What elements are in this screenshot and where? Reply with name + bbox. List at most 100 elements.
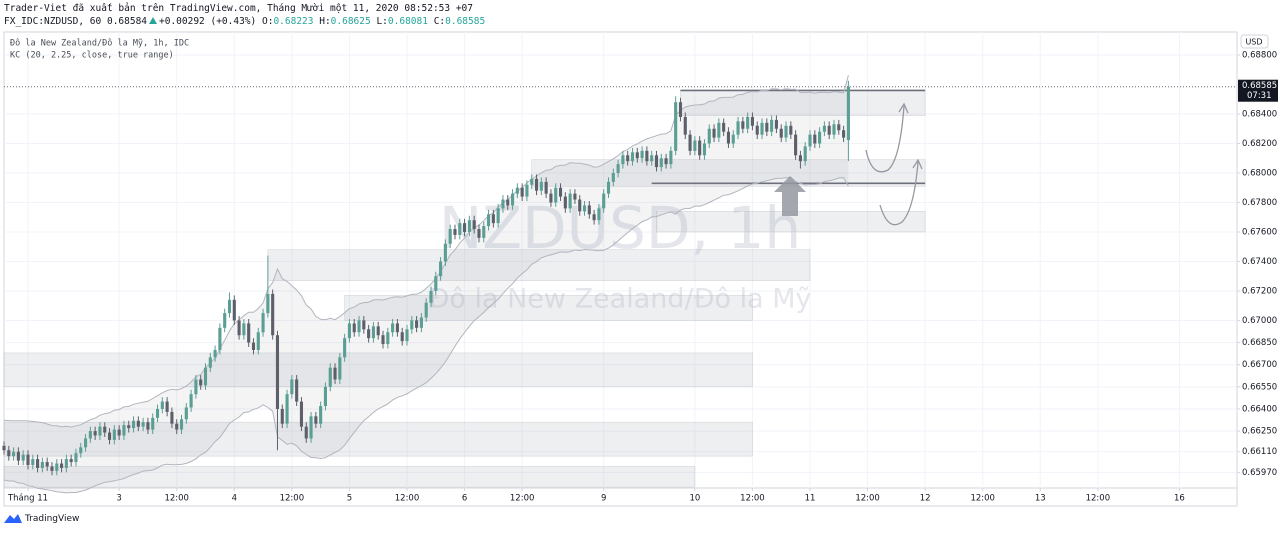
candle-body (362, 320, 366, 330)
candle-body (549, 193, 553, 203)
candle-body (146, 422, 150, 430)
candle-body (439, 261, 443, 277)
candle-body (722, 122, 726, 132)
candle-body (774, 119, 778, 129)
candle-body (165, 401, 169, 412)
candle-body (251, 342, 256, 350)
change: +0.00292 (+0.43%) (159, 16, 257, 27)
y-tick-label: 0.66700 (1242, 360, 1277, 370)
candle-body (347, 323, 351, 339)
candle-body (242, 323, 246, 336)
candle-body (189, 394, 193, 408)
candle-body (592, 214, 596, 221)
candle-body (818, 131, 822, 144)
candle-body (117, 429, 121, 436)
zone (267, 249, 811, 281)
candle-body (626, 155, 630, 162)
candle-body (674, 102, 678, 151)
candle-body (640, 150, 644, 159)
y-tick-label: 0.65970 (1242, 468, 1277, 478)
curved-arrow (865, 105, 905, 173)
plot-frame (3, 31, 1238, 507)
candle-body (60, 463, 64, 468)
candle-body (487, 214, 491, 227)
legend-symbol: Đô la New Zealand/Đô la Mỹ, 1h, IDC (10, 38, 189, 49)
candle-body (482, 226, 486, 238)
candle-body (736, 121, 740, 135)
price-tag (1238, 79, 1278, 102)
candle-body (194, 379, 198, 395)
candle-body (506, 199, 510, 206)
candle-body (621, 155, 625, 165)
candle-body (203, 367, 208, 386)
y-tick-label: 0.68800 (1242, 51, 1277, 61)
candle-body (151, 417, 155, 430)
y-tick-label: 0.68200 (1242, 139, 1277, 149)
candle-body (45, 462, 49, 467)
curved-arrow (879, 161, 919, 226)
currency: USD (1245, 38, 1262, 47)
candle-body (746, 116, 750, 129)
candle-body (395, 323, 399, 333)
candle-body (271, 293, 275, 336)
last-price: 0.68584 (106, 16, 148, 27)
candle-body (477, 229, 481, 238)
candle-body (266, 293, 270, 314)
publish-line: Trader-Viet đã xuất bản trên TradingView… (4, 3, 473, 14)
candle-body (338, 357, 342, 380)
candle-body (578, 199, 582, 212)
x-tick-label: 4 (232, 494, 237, 504)
candle-body (582, 205, 587, 212)
candle-body (726, 131, 731, 144)
candle-body (539, 181, 543, 191)
x-tick-label: 11 (805, 494, 816, 504)
candle-body (309, 416, 313, 439)
candle-body (654, 155, 659, 168)
header: Trader-Viet đã xuất bản trên TradingView… (4, 2, 485, 28)
zone (3, 352, 753, 388)
candle-body (218, 327, 222, 350)
candle-body (381, 335, 385, 345)
candle-body (429, 290, 433, 303)
candle-body (328, 367, 332, 387)
candle-body (698, 140, 702, 156)
candle-body (798, 155, 802, 162)
candle-body (170, 411, 174, 424)
x-tick-label: 9 (601, 494, 606, 504)
candle-body (510, 193, 515, 206)
candle-body (112, 429, 116, 440)
x-tick-label: 12:00 (164, 494, 189, 504)
currency-box[interactable] (1240, 34, 1269, 49)
candle-body (717, 122, 721, 138)
candle-body (88, 431, 92, 439)
candle-body (295, 379, 299, 402)
axes: 0.68800 0.68400 0.68200 0.68000 0.67800 0.676… (4, 51, 1278, 504)
candle-body (64, 459, 68, 468)
candle-body (371, 326, 375, 339)
kc-upper (3, 75, 849, 428)
annotations (774, 102, 923, 226)
candle-body (227, 299, 232, 314)
logo-shape (4, 514, 22, 523)
candle-body (463, 223, 467, 232)
candle-body (846, 86, 850, 141)
candle-body (664, 158, 668, 165)
legend-indicator: KC (20, 2.25, close, true range) (10, 51, 174, 61)
candle-body (650, 155, 654, 162)
candle-body (275, 335, 280, 409)
candle-body (544, 181, 548, 194)
y-tick-label: 0.67800 (1242, 198, 1277, 208)
field-value: 0.68081 (387, 16, 428, 27)
candle-body (822, 125, 826, 132)
x-tick-label: 12:00 (395, 494, 420, 504)
x-tick-label: 3 (116, 494, 121, 504)
candle-body (707, 128, 711, 144)
candle-body (391, 323, 395, 333)
candle-body (611, 172, 615, 182)
y-tick-label: 0.68000 (1242, 168, 1277, 178)
candle-body (357, 320, 361, 333)
candle-body (223, 313, 227, 328)
quote-line: FX_IDC:NZDUSD, 60 0.68584 +0.00292 (+0.43… (4, 15, 485, 28)
candle-body (491, 214, 495, 224)
